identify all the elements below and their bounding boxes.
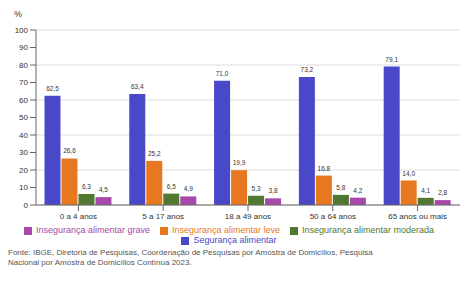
svg-text:14,0: 14,0	[402, 170, 415, 177]
svg-text:26,6: 26,6	[63, 147, 76, 154]
svg-text:73,2: 73,2	[301, 66, 314, 73]
svg-text:20: 20	[19, 166, 28, 175]
svg-text:16,8: 16,8	[318, 165, 331, 172]
svg-text:5 a 17 anos: 5 a 17 anos	[142, 212, 184, 221]
svg-text:60: 60	[19, 96, 28, 105]
svg-text:50: 50	[19, 113, 28, 122]
svg-text:4,2: 4,2	[353, 187, 362, 194]
svg-text:5,3: 5,3	[252, 185, 261, 192]
html-text:Insegurança alimentar grave: Insegurança alimentar grave	[35, 225, 150, 235]
svg-text:4,5: 4,5	[99, 186, 108, 193]
svg-text:0: 0	[24, 201, 29, 210]
svg-text:25,2: 25,2	[148, 150, 161, 157]
svg-text:18 a 49 anos: 18 a 49 anos	[225, 212, 271, 221]
html-text:Fonte: IBGE, Diretoria de Pesq: Fonte: IBGE, Diretoria de Pesquisas, Coo…	[8, 248, 373, 257]
svg-text:6,5: 6,5	[167, 183, 176, 190]
svg-text:19,9: 19,9	[233, 159, 246, 166]
html-text:Insegurança alimentar moderada: Insegurança alimentar moderada	[302, 225, 435, 235]
svg-text:4,1: 4,1	[421, 187, 430, 194]
svg-text:6,3: 6,3	[82, 183, 91, 190]
svg-text:62,5: 62,5	[46, 85, 59, 92]
svg-text:40: 40	[19, 131, 28, 140]
svg-text:3,8: 3,8	[269, 187, 278, 194]
svg-text:63,4: 63,4	[131, 83, 144, 90]
svg-text:50 a 64 anos: 50 a 64 anos	[310, 212, 356, 221]
svg-text:71,0: 71,0	[216, 70, 229, 77]
svg-text:4,9: 4,9	[184, 185, 193, 192]
svg-text:90: 90	[19, 43, 28, 52]
svg-text:2,8: 2,8	[438, 189, 447, 196]
html-text:Nacional por Amostra de Domicí: Nacional por Amostra de Domicílios Contí…	[8, 258, 192, 267]
svg-text:65 anos ou mais: 65 anos ou mais	[388, 212, 447, 221]
svg-text:0 a 4 anos: 0 a 4 anos	[60, 212, 97, 221]
svg-text:5,8: 5,8	[336, 184, 345, 191]
svg-text:79,1: 79,1	[385, 56, 398, 63]
html-text:Segurança alimentar: Segurança alimentar	[193, 235, 277, 245]
svg-text:10: 10	[19, 183, 28, 192]
svg-text:30: 30	[19, 148, 28, 157]
svg-text:70: 70	[19, 78, 28, 87]
svg-text:100: 100	[15, 26, 29, 35]
svg-text:80: 80	[19, 61, 28, 70]
html-text:Insegurança alimentar leve: Insegurança alimentar leve	[172, 225, 280, 235]
